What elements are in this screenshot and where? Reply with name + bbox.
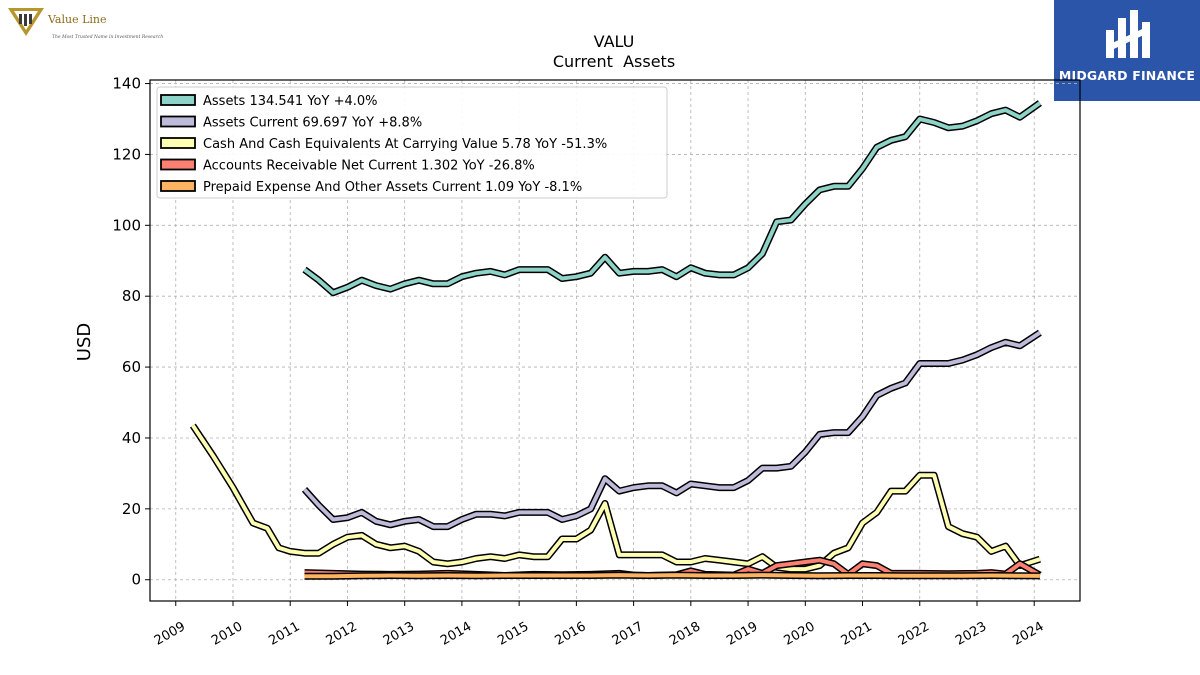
x-tick-label: 2020 [781, 619, 817, 649]
legend-label: Assets 134.541 YoY +4.0% [203, 94, 378, 109]
x-tick-label: 2010 [209, 619, 245, 649]
x-tick-label: 2024 [1010, 619, 1046, 649]
chart-subtitle: Current Assets [553, 52, 675, 71]
x-tick-label: 2017 [610, 619, 646, 649]
x-tick-label: 2021 [839, 619, 875, 649]
value-line-emblem-icon [8, 8, 44, 36]
plot-frame [149, 79, 1081, 602]
x-tick-label: 2023 [953, 619, 989, 649]
legend-swatch [160, 180, 196, 192]
legend-box [156, 86, 668, 199]
series-line-1 [303, 331, 1041, 529]
x-tick-label: 2012 [324, 619, 360, 649]
y-axis-ticks: 0 20 40 60 80 100 120 140 [112, 75, 150, 589]
x-tick-label: 2016 [553, 619, 589, 649]
x-tick-label: 2014 [438, 619, 474, 649]
x-tick-label: 2009 [152, 619, 188, 649]
legend-swatch [160, 115, 196, 128]
y-tick-label: 120 [112, 145, 141, 163]
legend: Assets 134.541 YoY +4.0% Assets Current 6… [156, 86, 668, 199]
legend-swatch [160, 137, 196, 149]
x-tick-label: 2022 [896, 619, 932, 649]
x-tick-label: 2015 [495, 619, 531, 649]
legend-label: Accounts Receivable Net Current 1.302 Yo… [203, 159, 535, 174]
y-tick-label: 60 [122, 358, 141, 376]
x-tick-label: 2019 [724, 619, 760, 649]
value-line-tagline: The Most Trusted Name in Investment Rese… [52, 35, 164, 40]
legend-swatch [160, 94, 196, 106]
y-tick-label: 80 [122, 287, 141, 305]
x-tick-label: 2018 [667, 619, 703, 649]
value-line-name: Value Line [48, 13, 107, 26]
value-line-logo: Value Line The Most Trusted Name in Inve… [4, 4, 164, 44]
legend-label: Cash And Cash Equivalents At Carrying Va… [203, 137, 607, 152]
y-tick-label: 0 [131, 571, 141, 589]
legend-swatch [160, 158, 196, 171]
series-lines [189, 100, 1042, 580]
legend-label: Assets Current 69.697 YoY +8.8% [203, 116, 422, 131]
series-line-4 [304, 573, 1040, 579]
midgard-finance-logo: MIDGARD FINANCE [1054, 0, 1200, 101]
legend-label: Prepaid Expense And Other Assets Current… [203, 180, 582, 195]
series-line-2 [191, 424, 1041, 572]
y-axis-label: USD [74, 323, 95, 361]
y-tick-label: 40 [122, 429, 141, 447]
y-tick-label: 140 [112, 75, 141, 93]
y-tick-label: 100 [112, 216, 141, 234]
chart-title: VALU [594, 32, 635, 51]
series-line-0 [303, 101, 1042, 295]
x-tick-label: 2013 [381, 619, 417, 649]
midgard-emblem-icon [1106, 10, 1150, 58]
x-axis-ticks: 2009 2010 2011 2012 2013 2014 2015 2016 2017 2018… [152, 601, 1047, 649]
y-tick-label: 20 [122, 500, 141, 518]
x-tick-label: 2011 [266, 619, 302, 649]
midgard-finance-name: MIDGARD FINANCE [1058, 68, 1196, 83]
